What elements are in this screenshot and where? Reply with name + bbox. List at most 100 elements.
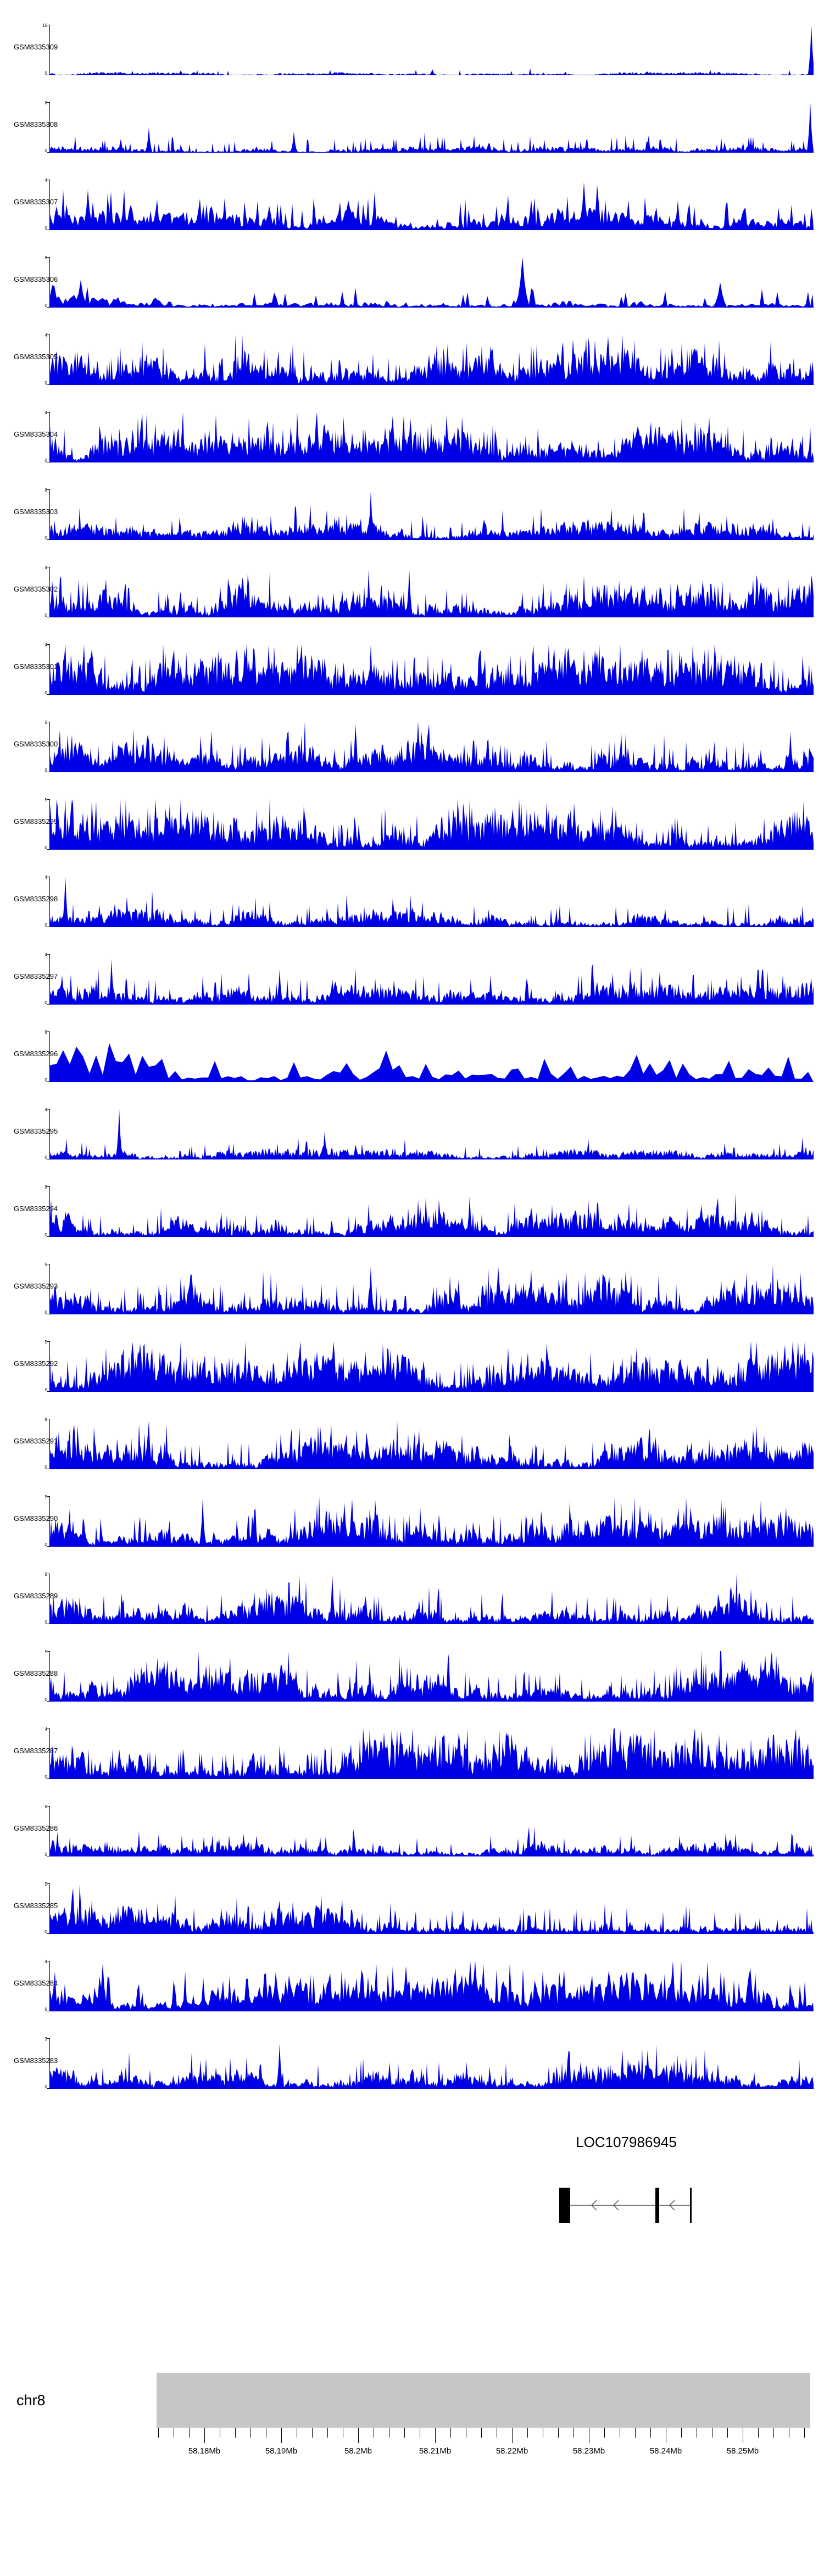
- coverage-track-row: GSM8335295 4 0: [0, 1108, 824, 1186]
- y-axis-tick: [47, 1701, 49, 1702]
- y-axis-tick: [47, 1496, 49, 1497]
- y-axis-max-label: 5: [44, 1882, 47, 1887]
- coverage-signal: [50, 1109, 814, 1159]
- coverage-plot: [49, 257, 814, 308]
- coverage-track-row: GSM8335297 4 0: [0, 952, 824, 1031]
- y-axis-tick: [47, 1391, 49, 1392]
- track-label: GSM8335293: [14, 1282, 58, 1290]
- y-axis-tick: [47, 489, 49, 490]
- coverage-track-row: GSM8335308 8 0: [0, 101, 824, 180]
- ruler-tick: [481, 2428, 482, 2438]
- coverage-signal: [50, 1043, 814, 1082]
- track-label: GSM8335298: [14, 895, 58, 903]
- y-axis-max-label: 5: [44, 1495, 47, 1499]
- coverage-signal: [50, 877, 814, 927]
- y-axis-max-label: 5: [44, 1340, 47, 1345]
- coverage-signal: [50, 25, 814, 75]
- y-axis-max-label: 15: [42, 23, 47, 28]
- y-axis-min-label: 0: [44, 768, 47, 773]
- ruler-tick: [435, 2428, 436, 2443]
- y-axis-min-label: 0: [44, 923, 47, 928]
- coverage-track-row: GSM8335296 8 0: [0, 1030, 824, 1109]
- coverage-track-row: GSM8335309 15 0: [0, 23, 824, 102]
- y-axis-min-label: 0: [44, 1465, 47, 1470]
- coverage-plot: [49, 1419, 814, 1469]
- y-axis-tick: [47, 644, 49, 645]
- ruler-tick: [635, 2428, 636, 2438]
- y-axis-tick: [47, 152, 49, 153]
- coverage-plot: [49, 1031, 814, 1082]
- track-label: GSM8335305: [14, 353, 58, 361]
- y-axis-max-label: 4: [44, 952, 47, 957]
- y-axis-tick: [47, 1186, 49, 1187]
- y-axis-min-label: 0: [44, 1775, 47, 1780]
- coverage-signal: [50, 334, 814, 385]
- y-axis-max-label: 4: [44, 333, 47, 338]
- track-label: GSM8335287: [14, 1747, 58, 1755]
- y-axis-tick: [47, 1341, 49, 1342]
- coverage-plot: [49, 722, 814, 772]
- coverage-plot: [49, 1729, 814, 1779]
- ruler-tick: [158, 2428, 159, 2438]
- y-axis-tick: [47, 2088, 49, 2089]
- y-axis-tick: [47, 102, 49, 103]
- y-axis-min-label: 0: [44, 2084, 47, 2089]
- y-axis-max-label: 5: [44, 798, 47, 802]
- y-axis-max-label: 8: [44, 255, 47, 260]
- coordinate-label: 58.25Mb: [726, 2446, 759, 2456]
- y-axis-max-label: 5: [44, 720, 47, 725]
- track-label: GSM8335288: [14, 1669, 58, 1677]
- coordinate-label: 58.22Mb: [495, 2446, 528, 2456]
- coverage-signal: [50, 644, 814, 695]
- track-label: GSM8335284: [14, 1979, 58, 1987]
- ruler-tick: [804, 2428, 805, 2438]
- coverage-track-row: GSM8335283 3 0: [0, 2037, 824, 2116]
- coverage-signal: [50, 1421, 814, 1469]
- track-label: GSM8335303: [14, 508, 58, 516]
- y-axis-tick: [47, 1031, 49, 1032]
- coverage-plot: [49, 412, 814, 462]
- y-axis-tick: [47, 2038, 49, 2039]
- track-label: GSM8335295: [14, 1127, 58, 1135]
- coverage-signal: [50, 490, 814, 540]
- y-axis-tick: [47, 1546, 49, 1547]
- coverage-signal: [50, 2043, 814, 2089]
- y-axis-min-label: 0: [44, 1310, 47, 1315]
- track-label: GSM8335306: [14, 275, 58, 283]
- coverage-signal: [50, 412, 814, 462]
- y-axis-min-label: 0: [44, 1697, 47, 1702]
- ruler-tick: [404, 2428, 405, 2438]
- ruler-tick: [558, 2428, 559, 2438]
- coordinate-label: 58.24Mb: [649, 2446, 682, 2456]
- coverage-plot: [49, 1883, 814, 1934]
- coverage-plot: [49, 180, 814, 230]
- y-axis-tick: [47, 384, 49, 385]
- coverage-track-row: GSM8335287 4 0: [0, 1727, 824, 1806]
- strand-arrow-icon: [613, 2200, 619, 2211]
- ruler-tick: [727, 2428, 728, 2438]
- y-axis-tick: [47, 539, 49, 540]
- coverage-track-row: GSM8335292 5 0: [0, 1340, 824, 1419]
- coverage-plot: [49, 1961, 814, 2011]
- track-label: GSM8335300: [14, 740, 58, 748]
- y-axis-max-label: 4: [44, 565, 47, 570]
- coverage-signal: [50, 1826, 814, 1856]
- y-axis-min-label: 0: [44, 613, 47, 618]
- coverage-track-row: GSM8335291 8 0: [0, 1418, 824, 1496]
- y-axis-max-label: 8: [44, 101, 47, 105]
- y-axis-tick: [47, 849, 49, 850]
- track-label: GSM8335307: [14, 198, 58, 206]
- ideogram-bar: [157, 2373, 810, 2428]
- gene-model: [559, 2188, 692, 2223]
- coverage-track-row: GSM8335305 4 0: [0, 333, 824, 412]
- y-axis-min-label: 0: [44, 845, 47, 850]
- coverage-signal: [50, 569, 814, 617]
- track-label: GSM8335299: [14, 817, 58, 826]
- coordinate-label: 58.19Mb: [265, 2446, 298, 2456]
- coverage-track-row: GSM8335290 5 0: [0, 1495, 824, 1574]
- coordinate-label: 58.23Mb: [572, 2446, 605, 2456]
- ruler-tick: [204, 2428, 205, 2443]
- coverage-plot: [49, 1806, 814, 1856]
- coverage-track-row: GSM8335299 5 0: [0, 798, 824, 877]
